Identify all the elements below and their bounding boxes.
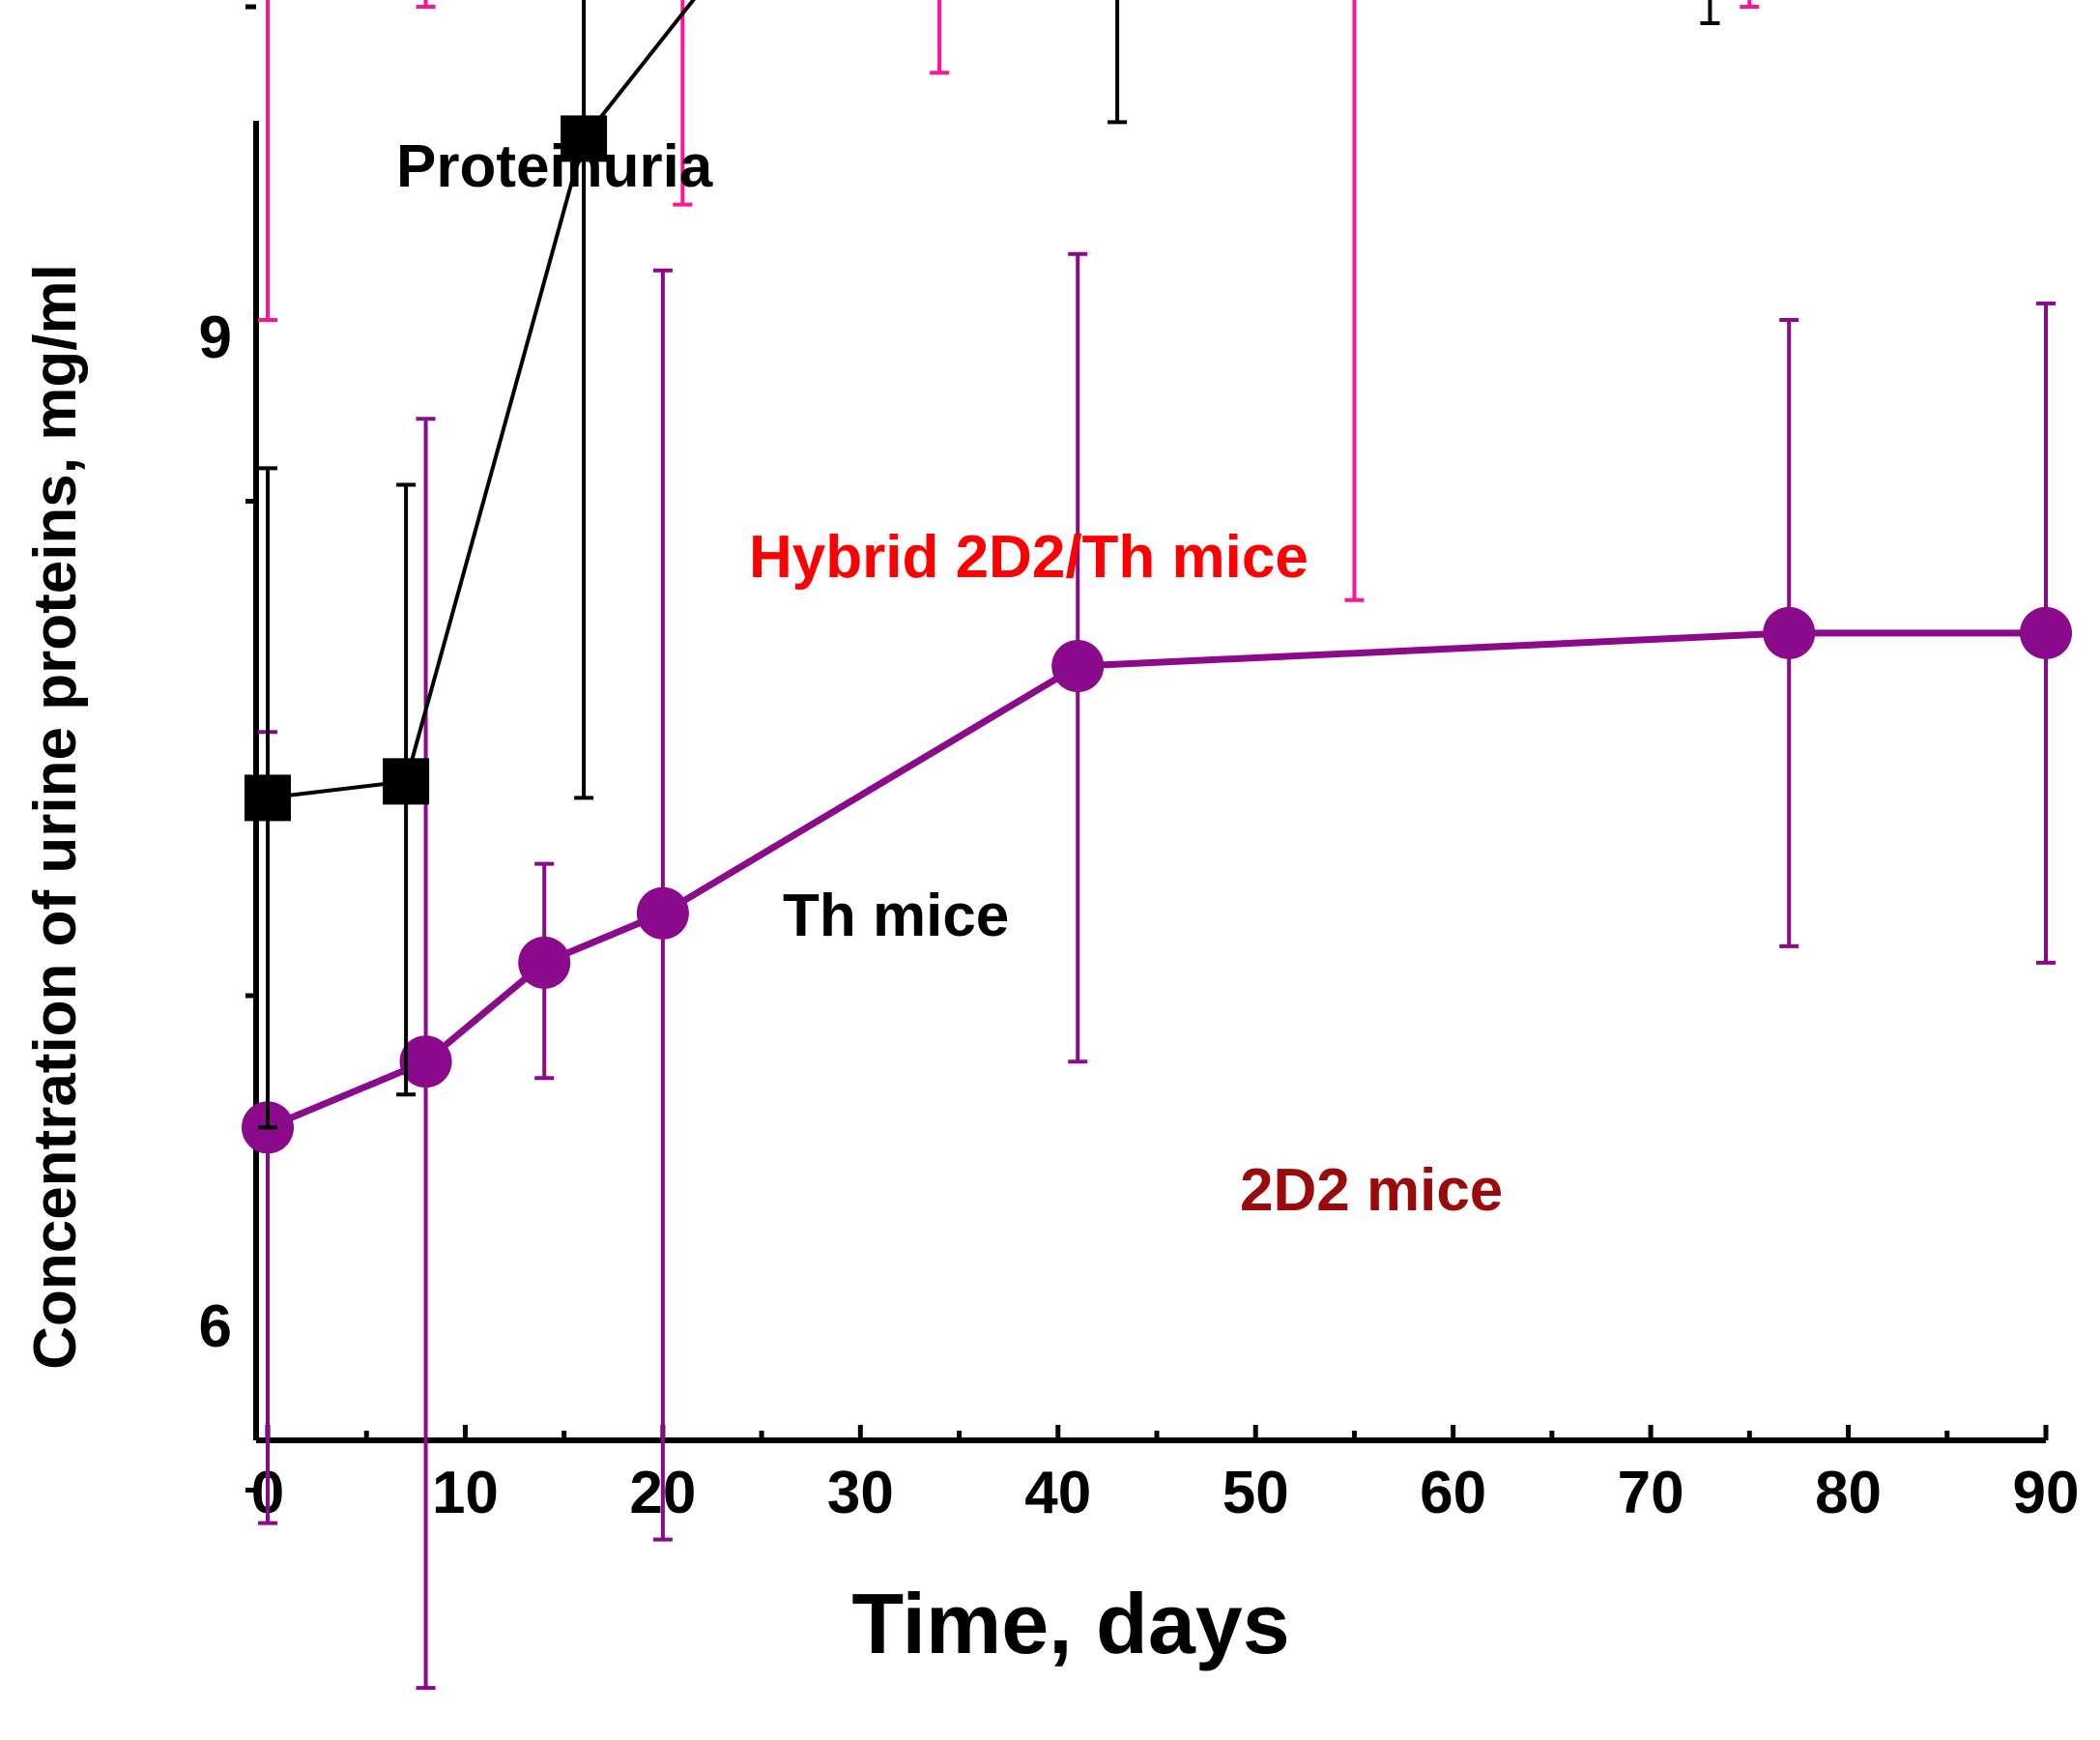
series-label-hybrid: Hybrid 2D2/Th mice (749, 524, 1309, 591)
y-axis-title: Concentration of urine proteins, mg/ml (22, 264, 89, 1370)
series-0 (258, 0, 1760, 602)
x-axis-title: Time, days (851, 1576, 1289, 1671)
x-tick-label: 30 (827, 1460, 894, 1526)
data-point (2020, 606, 2072, 659)
x-tick-label: 60 (1420, 1460, 1486, 1526)
data-point (1051, 640, 1105, 692)
y-tick-label: 9 (199, 304, 232, 371)
x-tick-label: 10 (432, 1460, 499, 1526)
series-line (267, 0, 696, 800)
data-point (399, 1035, 452, 1088)
x-tick-label: 80 (1815, 1460, 1882, 1526)
x-tick-label: 50 (1223, 1460, 1289, 1526)
series-1 (245, 0, 1720, 1130)
chart-title: Proteinuria (396, 133, 713, 200)
data-point (1763, 606, 1816, 659)
series-label-2d2: 2D2 mice (1240, 1157, 1503, 1224)
data-point (561, 115, 608, 162)
series-2 (242, 251, 2072, 1691)
data-point (518, 936, 571, 989)
series-label-th: Th mice (783, 883, 1009, 949)
series-line (266, 629, 2046, 1131)
y-tick-label: 6 (199, 1293, 232, 1360)
x-tick-label: 90 (2013, 1460, 2080, 1526)
x-tick-label: 70 (1618, 1460, 1684, 1526)
x-tick-label: 40 (1024, 1460, 1091, 1526)
data-point (245, 774, 291, 822)
data-point (636, 886, 689, 940)
data-point (383, 758, 430, 805)
series-layer (242, 0, 2072, 1691)
axes: 0102030405060708090691215 (199, 4, 2080, 1526)
